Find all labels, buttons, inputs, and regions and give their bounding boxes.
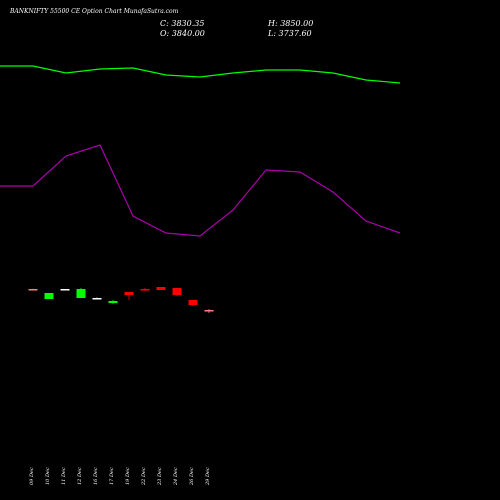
indicator-line-1 (0, 65, 401, 84)
x-tick-label: 16 Dec (93, 467, 99, 485)
x-tick-label: 22 Dec (141, 467, 147, 486)
low-value: L: 3737.60 (267, 29, 312, 38)
candle-body (108, 301, 118, 303)
x-tick-label: 17 Dec (109, 467, 115, 485)
candle-body (124, 292, 134, 295)
candles-group (28, 287, 214, 313)
x-tick-label: 23 Dec (157, 467, 163, 486)
x-tick-label: 24 Dec (173, 467, 179, 486)
x-tick-label: 26 Dec (189, 467, 195, 486)
x-tick-label: 29 Dec (205, 467, 211, 486)
indicator-line-2 (0, 144, 401, 237)
candle-body (28, 289, 38, 291)
candle-body (188, 300, 198, 305)
x-tick-label: 12 Dec (77, 467, 83, 485)
open-value: O: 3840.00 (160, 29, 205, 38)
x-tick-label: 10 Dec (45, 467, 51, 485)
candle-body (204, 310, 214, 312)
candle-body (76, 289, 86, 298)
candle-body (172, 288, 182, 295)
candle-body (44, 293, 54, 299)
candle-body (92, 298, 102, 300)
close-value: C: 3830.35 (160, 19, 204, 28)
candle-body (156, 287, 166, 290)
x-tick-label: 09 Dec (29, 467, 35, 485)
x-axis-ticks: 09 Dec 10 Dec 11 Dec 12 Dec 16 Dec 17 Dec 19 D… (29, 467, 211, 486)
candle-body (60, 289, 70, 291)
candle-body (140, 289, 150, 291)
x-tick-label: 19 Dec (125, 467, 131, 485)
chart-title: BANKNIFTY 55500 CE Option Chart MunafaSu… (9, 8, 179, 15)
indicator-lines (0, 65, 401, 237)
x-tick-label: 11 Dec (61, 467, 67, 485)
high-value: H: 3850.00 (267, 19, 313, 28)
